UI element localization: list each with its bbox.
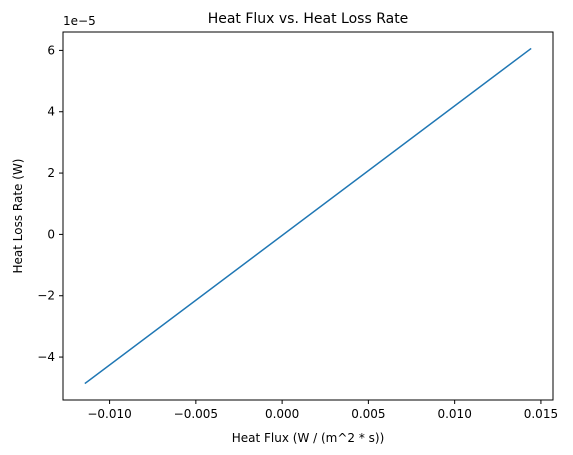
y-tick-label: 2 xyxy=(47,166,55,180)
y-axis-label: Heat Loss Rate (W) xyxy=(11,159,25,274)
y-tick-label: −4 xyxy=(37,350,55,364)
chart-title: Heat Flux vs. Heat Loss Rate xyxy=(208,11,409,27)
y-tick-label: 0 xyxy=(47,227,55,241)
x-tick-label: −0.005 xyxy=(174,407,218,421)
series-line xyxy=(84,47,532,385)
x-tick-label: 0.005 xyxy=(351,407,385,421)
y-tick-label: 6 xyxy=(47,43,55,57)
x-tick-label: 0.015 xyxy=(524,407,558,421)
x-tick-label: 0.010 xyxy=(437,407,471,421)
axes-frame xyxy=(62,31,554,401)
y-axis-offset-label: 1e−5 xyxy=(63,14,96,28)
y-axis-ticks: −4 −2 0 2 4 6 xyxy=(37,43,63,364)
x-axis-label: Heat Flux (W / (m^2 * s)) xyxy=(232,431,385,445)
x-axis-ticks: −0.010 −0.005 0.000 0.005 0.010 0.015 xyxy=(87,400,558,421)
series-layer xyxy=(84,47,532,385)
x-tick-label: 0.000 xyxy=(265,407,299,421)
y-tick-label: −2 xyxy=(37,289,55,303)
x-tick-label: −0.010 xyxy=(87,407,131,421)
y-tick-label: 4 xyxy=(47,105,55,119)
